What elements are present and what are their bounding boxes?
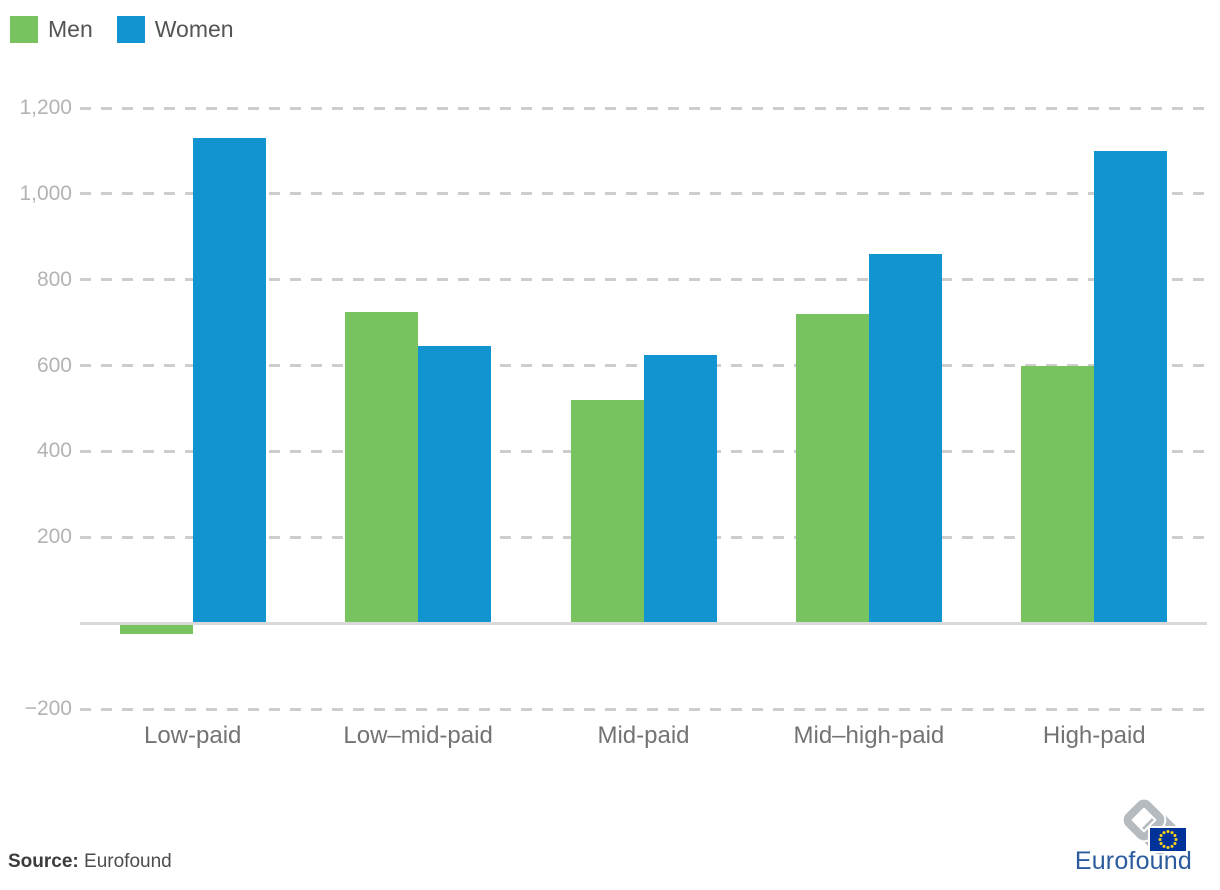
- bar-men-low-mid-paid[interactable]: [345, 311, 419, 622]
- bar-women-mid-high-paid[interactable]: [868, 254, 942, 622]
- bar-women-low-mid-paid[interactable]: [418, 346, 492, 622]
- source-value: Eurofound: [84, 851, 172, 872]
- source-label: Source:: [8, 851, 79, 872]
- bar-men-mid-paid[interactable]: [570, 399, 644, 622]
- y-tick-label-600: 600: [36, 353, 72, 377]
- legend-item-men[interactable]: Men: [10, 16, 93, 43]
- gridline-800: [80, 278, 1207, 282]
- bar-men-mid-high-paid[interactable]: [795, 314, 869, 622]
- y-tick-label-200: 200: [36, 525, 72, 549]
- x-category-label-mid-paid: Mid-paid: [597, 722, 690, 749]
- x-category-label-mid-high-paid: Mid–high-paid: [793, 722, 945, 749]
- legend: Men Women: [10, 16, 234, 43]
- eurofound-logo-text: Eurofound: [1074, 847, 1192, 875]
- x-category-label-low-mid-paid: Low–mid-paid: [343, 722, 493, 749]
- y-tick-label--200: −200: [24, 697, 72, 720]
- gridline--200: [80, 707, 1207, 711]
- bar-women-low-paid[interactable]: [192, 138, 266, 622]
- men-series-swatch: [10, 16, 38, 43]
- legend-label-women: Women: [154, 16, 234, 42]
- bar-women-high-paid[interactable]: [1094, 150, 1168, 622]
- x-category-label-low-paid: Low-paid: [143, 722, 242, 749]
- y-tick-label-1000: 1,000: [19, 181, 72, 205]
- bar-women-mid-paid[interactable]: [643, 354, 717, 622]
- y-tick-label-400: 400: [36, 439, 72, 463]
- eurofound-logo[interactable]: Eurofound: [1075, 794, 1194, 880]
- y-tick-label-800: 800: [36, 267, 72, 291]
- x-axis-line: [80, 622, 1207, 625]
- gridline-1000: [80, 192, 1207, 196]
- x-category-label-high-paid: High-paid: [1042, 722, 1146, 749]
- source-note: Source: Eurofound: [8, 851, 172, 873]
- eu-flag-icon: [1148, 826, 1188, 853]
- y-tick-label-1200: 1,200: [19, 96, 72, 119]
- bar-men-high-paid[interactable]: [1021, 365, 1095, 622]
- legend-label-men: Men: [48, 16, 93, 42]
- women-series-swatch: [116, 16, 145, 43]
- legend-item-women[interactable]: Women: [116, 16, 234, 43]
- bar-men-low-paid[interactable]: [119, 625, 193, 634]
- gridline-1200: [80, 106, 1207, 110]
